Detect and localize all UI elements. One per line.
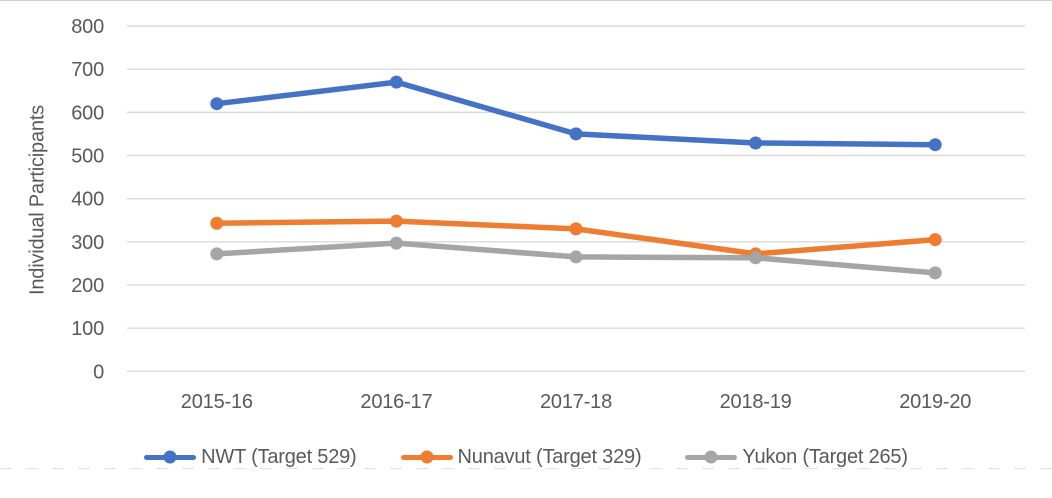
legend-item-nwt: NWT (Target 529) — [144, 445, 357, 469]
legend-marker-dot-yukon — [704, 450, 718, 464]
legend-item-nunavut: Nunavut (Target 329) — [400, 445, 642, 469]
top-border-line — [0, 0, 1052, 1]
data-point-nwt-2016-17 — [389, 75, 403, 89]
data-point-nunavut-2015-16 — [210, 216, 224, 230]
y-tick-label-0: 0 — [93, 361, 104, 383]
y-tick-label-500: 500 — [71, 145, 104, 167]
x-tick-label-2015-16: 2015-16 — [181, 391, 253, 413]
data-point-yukon-2017-18 — [569, 250, 583, 264]
data-point-nunavut-2016-17 — [389, 214, 403, 228]
legend-label-yukon: Yukon (Target 265) — [742, 445, 908, 468]
data-point-yukon-2019-20 — [928, 266, 942, 280]
data-point-nwt-2015-16 — [210, 97, 224, 111]
data-point-yukon-2015-16 — [210, 247, 224, 261]
y-tick-label-200: 200 — [71, 275, 104, 297]
data-point-yukon-2018-19 — [749, 251, 763, 265]
legend-marker-dot-nwt — [163, 450, 177, 464]
legend-item-yukon: Yukon (Target 265) — [685, 445, 908, 469]
x-tick-label-2017-18: 2017-18 — [540, 391, 612, 413]
x-tick-label-2018-19: 2018-19 — [720, 391, 792, 413]
legend: NWT (Target 529) Nunavut (Target 329) Yuko… — [0, 442, 1052, 472]
data-point-nunavut-2017-18 — [569, 222, 583, 236]
legend-label-nwt: NWT (Target 529) — [201, 445, 357, 468]
y-tick-label-400: 400 — [71, 189, 104, 211]
data-point-nwt-2019-20 — [928, 138, 942, 152]
data-point-yukon-2016-17 — [389, 236, 403, 250]
data-point-nwt-2017-18 — [569, 127, 583, 141]
y-tick-label-300: 300 — [71, 232, 104, 254]
legend-marker-dot-nunavut — [420, 450, 434, 464]
legend-marker-line-nunavut — [400, 450, 453, 464]
y-tick-label-600: 600 — [71, 102, 104, 124]
data-point-nwt-2018-19 — [749, 136, 763, 150]
legend-marker-line-nwt — [144, 450, 197, 464]
plot-area: 0 100 200 300 400 500 600 700 800 2015-16 2016-17 2… — [71, 16, 1025, 413]
legend-label-nunavut: Nunavut (Target 329) — [457, 445, 642, 468]
y-tick-label-700: 700 — [71, 59, 104, 81]
y-tick-label-100: 100 — [71, 318, 104, 340]
data-point-nunavut-2019-20 — [928, 233, 942, 247]
x-tick-label-2016-17: 2016-17 — [360, 391, 432, 413]
bottom-dashed-rule — [0, 468, 1052, 469]
legend-marker-line-yukon — [685, 450, 738, 464]
x-tick-label-2019-20: 2019-20 — [899, 391, 971, 413]
y-tick-label-800: 800 — [71, 16, 104, 38]
